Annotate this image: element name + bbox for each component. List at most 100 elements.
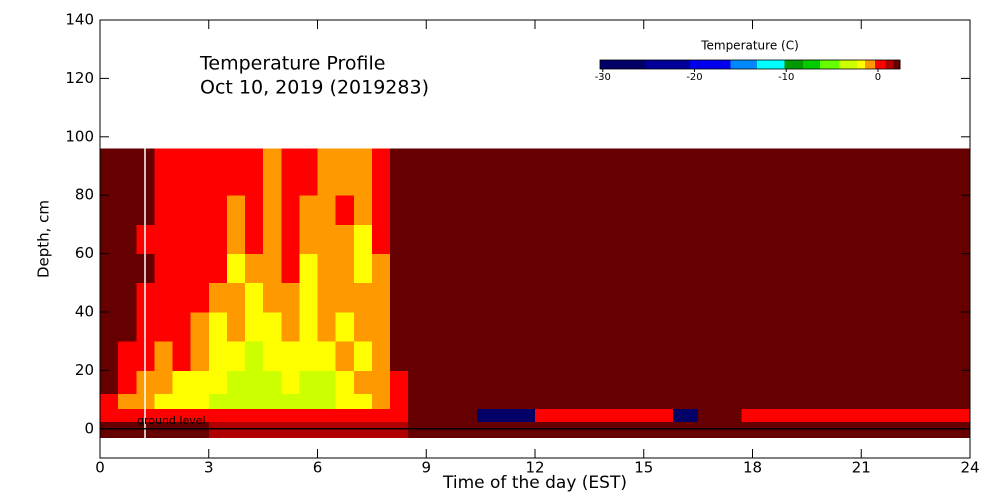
heatmap-cell xyxy=(100,282,119,313)
heatmap-cell xyxy=(281,224,300,254)
heatmap-cell xyxy=(371,224,391,254)
heatmap-cell xyxy=(190,408,210,422)
heatmap-cell xyxy=(741,224,971,254)
heatmap-cell xyxy=(245,370,264,395)
heatmap-cell xyxy=(226,312,246,342)
heatmap-cell xyxy=(208,148,228,196)
heatmap-cell xyxy=(154,195,173,225)
heatmap-cell xyxy=(317,224,337,254)
heatmap-cell xyxy=(317,341,337,371)
heatmap-cell xyxy=(371,312,391,342)
heatmap-cell xyxy=(335,408,355,422)
heatmap-cell xyxy=(698,224,743,254)
heatmap-cell xyxy=(263,282,282,313)
heatmap-cell xyxy=(208,253,228,284)
heatmap-cell xyxy=(154,224,173,254)
heatmap-cell xyxy=(698,370,743,395)
colorbar-segment xyxy=(875,60,886,69)
heatmap-cell xyxy=(226,195,246,225)
heatmap xyxy=(100,148,971,438)
heatmap-cell xyxy=(118,341,137,371)
heatmap-cell xyxy=(335,393,355,409)
heatmap-cell xyxy=(535,341,674,371)
heatmap-cell xyxy=(741,421,971,438)
colorbar-title: Temperature (C) xyxy=(700,39,799,53)
heatmap-cell xyxy=(335,148,355,196)
heatmap-cell xyxy=(299,282,318,313)
heatmap-cell xyxy=(118,312,137,342)
heatmap-cell xyxy=(172,148,192,196)
heatmap-cell xyxy=(299,408,318,422)
heatmap-cell xyxy=(371,421,391,438)
heatmap-cell xyxy=(477,421,536,438)
heatmap-cell xyxy=(208,224,228,254)
heatmap-cell xyxy=(100,393,119,409)
heatmap-cell xyxy=(154,370,173,395)
heatmap-cell xyxy=(208,312,228,342)
heatmap-cell xyxy=(263,312,282,342)
heatmap-cell xyxy=(408,370,478,395)
heatmap-cell xyxy=(100,224,119,254)
heatmap-cell xyxy=(741,282,971,313)
heatmap-cell xyxy=(317,421,337,438)
y-tick-label: 60 xyxy=(75,244,94,262)
heatmap-cell xyxy=(118,393,137,409)
heatmap-cell xyxy=(172,421,192,438)
heatmap-cell xyxy=(208,408,228,422)
heatmap-cell xyxy=(208,393,228,409)
heatmap-cell xyxy=(281,148,300,196)
heatmap-cell xyxy=(281,408,300,422)
heatmap-cell xyxy=(335,224,355,254)
heatmap-cell xyxy=(477,253,536,284)
heatmap-cell xyxy=(299,393,318,409)
y-tick-label: 20 xyxy=(75,361,94,379)
heatmap-cell xyxy=(390,253,409,284)
heatmap-cell xyxy=(353,393,373,409)
heatmap-cell xyxy=(100,148,119,196)
heatmap-cell xyxy=(335,312,355,342)
heatmap-cell xyxy=(408,195,478,225)
heatmap-cell xyxy=(208,341,228,371)
heatmap-cell xyxy=(390,224,409,254)
colorbar-segment xyxy=(856,60,866,69)
colorbar-segment xyxy=(820,60,840,69)
heatmap-cell xyxy=(317,282,337,313)
heatmap-cell xyxy=(226,253,246,284)
colorbar-segment xyxy=(689,60,731,69)
heatmap-cell xyxy=(353,282,373,313)
x-axis-label: Time of the day (EST) xyxy=(442,473,627,493)
heatmap-cell xyxy=(408,393,478,409)
heatmap-cell xyxy=(335,253,355,284)
heatmap-cell xyxy=(263,148,282,196)
heatmap-cell xyxy=(172,393,192,409)
chart-title: Temperature Profile xyxy=(199,53,385,75)
heatmap-cell xyxy=(390,421,409,438)
heatmap-cell xyxy=(477,408,536,422)
heatmap-cell xyxy=(477,370,536,395)
heatmap-cell xyxy=(353,148,373,196)
heatmap-cell xyxy=(408,421,478,438)
colorbar-tick-label: -20 xyxy=(686,72,702,83)
heatmap-cell xyxy=(190,148,210,196)
y-tick-label: 120 xyxy=(65,69,94,87)
heatmap-cell xyxy=(698,393,743,409)
heatmap-cell xyxy=(371,195,391,225)
heatmap-cell xyxy=(100,195,119,225)
colorbar-segment xyxy=(600,60,646,69)
heatmap-cell xyxy=(390,312,409,342)
heatmap-cell xyxy=(172,312,192,342)
heatmap-cell xyxy=(245,312,264,342)
y-axis-label: Depth, cm xyxy=(35,200,53,278)
heatmap-cell xyxy=(100,408,119,422)
heatmap-cell xyxy=(226,408,246,422)
heatmap-cell xyxy=(172,253,192,284)
heatmap-cell xyxy=(226,341,246,371)
heatmap-cell xyxy=(245,195,264,225)
heatmap-cell xyxy=(226,148,246,196)
heatmap-cell xyxy=(371,393,391,409)
heatmap-cell xyxy=(698,148,743,196)
heatmap-cell xyxy=(118,282,137,313)
heatmap-cell xyxy=(477,312,536,342)
heatmap-cell xyxy=(245,393,264,409)
heatmap-cell xyxy=(390,282,409,313)
